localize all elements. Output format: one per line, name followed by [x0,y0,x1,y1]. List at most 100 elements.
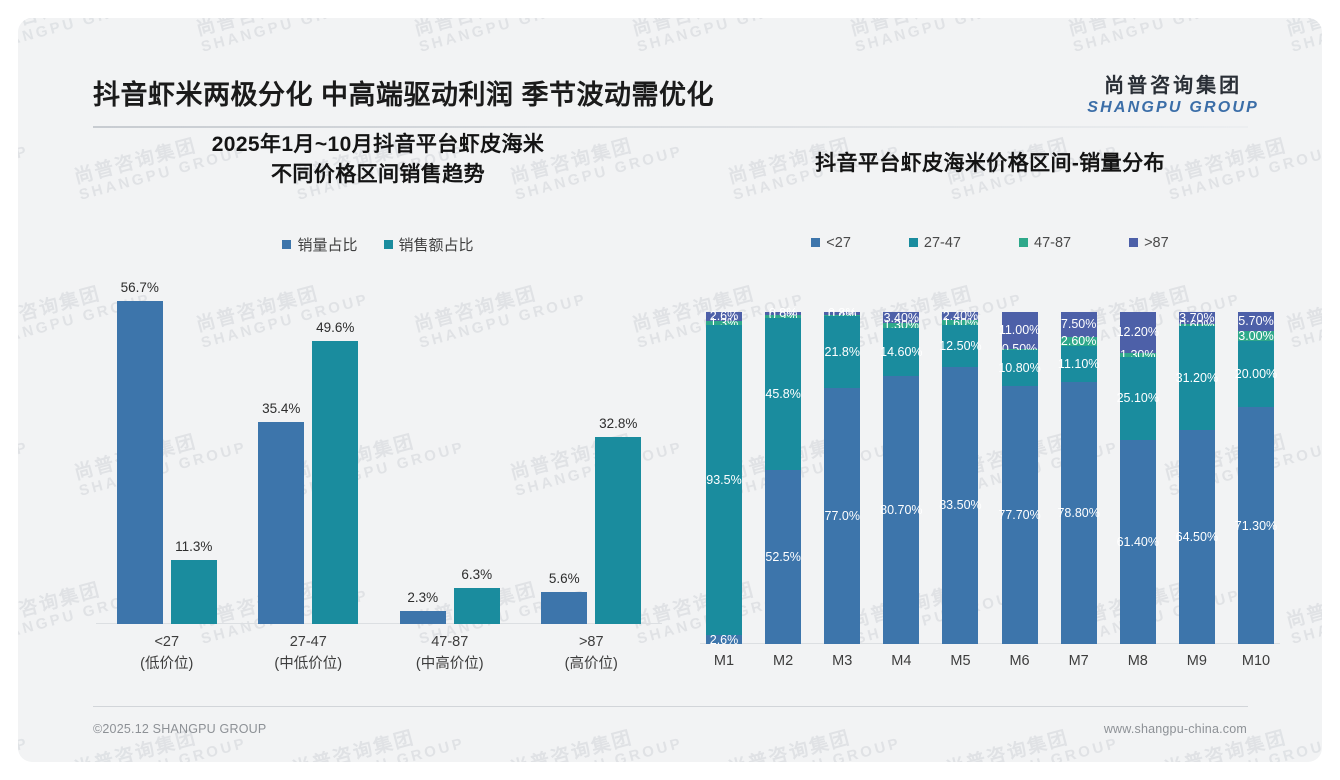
legend-item-1[interactable]: 27-47 [908,235,961,251]
stacked-segment[interactable]: 5.70% [1237,312,1274,331]
stacked-segment[interactable]: 3.00% [1237,330,1274,342]
stacked-bar-column[interactable]: 2.6% 1.3% 93.5% 2.6% [706,309,742,645]
bar-column[interactable]: 35.4% [258,282,305,624]
stacked-bar-column[interactable]: 11.00% 0.50% 10.80% 77.70% [998,312,1041,644]
legend-swatch-icon [811,238,821,248]
segment-value-label: 14.60% [880,344,923,359]
stacked-bar-column[interactable]: 3.70% 0.60% 31.20% 64.50% [1176,312,1218,644]
stacked-segment[interactable]: 45.8% [765,317,802,470]
left-chart-axis-line [96,623,662,624]
stacked-segment[interactable]: 10.80% [998,350,1041,387]
left-chart-x-axis: <27 (低价位) 27-47 (中低价位) 47-87 (中高价位) >87 (高价位) [96,626,662,682]
bar-column[interactable]: 6.3% [453,282,500,624]
stacked-segment[interactable]: 2.6% [706,309,742,324]
stacked-segment[interactable]: 2.40% [942,310,979,322]
bar-rect[interactable] [595,437,642,624]
bar-rect[interactable] [258,422,305,624]
stacked-bar-column[interactable]: 12.20% 1.30% 25.10% 61.40% [1116,312,1159,644]
stacked-segment[interactable]: 52.5% [765,469,802,644]
x-axis-tick-month: M2 [773,653,794,669]
legend-swatch-icon [1129,238,1139,248]
stacked-segment[interactable]: 3.40% [883,311,920,323]
segment-value-label: 11.10% [1057,356,1100,371]
stacked-segment[interactable]: 2.60% [1060,335,1097,347]
bar-rect[interactable] [453,588,500,624]
segment-value-label: 2.6% [709,309,739,324]
stacked-segment[interactable]: 83.50% [939,366,982,644]
legend-item-0[interactable]: <27 [811,235,851,251]
stacked-bar-column[interactable]: 0.8% 0.9% 45.8% 52.5% [765,307,802,644]
bar-column[interactable]: 2.3% [399,282,446,624]
panel-left-chart: 2025年1月~10月抖音平台虾皮海米 不同价格区间销售趋势 销量占比 销售额占比… [78,130,678,710]
x-axis-tick-month: M4 [891,653,912,669]
bar-rect[interactable] [170,560,217,624]
bar-value-label: 5.6% [548,571,580,586]
bar-value-label: 49.6% [316,320,355,335]
stacked-segment[interactable]: 7.50% [1060,312,1097,337]
stacked-segment[interactable]: 77.70% [998,386,1041,644]
bar-column[interactable]: 49.6% [312,282,359,624]
stacked-segment[interactable]: 11.00% [998,312,1041,349]
stacked-segment[interactable]: 61.40% [1117,440,1159,644]
bar-rect[interactable] [399,611,446,624]
bar-rect[interactable] [312,341,359,624]
segment-value-label: 78.80% [1057,505,1100,520]
stacked-segment[interactable]: 14.60% [880,327,923,377]
stacked-segment[interactable]: 71.30% [1235,407,1277,644]
stacked-segment[interactable]: 2.6% [706,633,742,645]
bar-value-label: 6.3% [461,567,493,582]
right-chart-x-axis: M1 M2 M3 M4 M5 M6 M7 M8 M9 M10 [700,646,1280,680]
stacked-segment[interactable]: 25.10% [1116,356,1159,441]
bar-rect[interactable] [541,592,588,624]
footer-website: www.shangpu-china.com [1103,722,1247,736]
x-axis-tick-month: M9 [1186,653,1207,669]
stacked-segment[interactable]: 21.8% [824,315,861,389]
stacked-segment[interactable]: 80.70% [880,376,923,644]
bar-rect[interactable] [116,301,163,624]
stacked-segment[interactable]: 77.0% [824,388,861,644]
legend-item-2[interactable]: 47-87 [1019,235,1071,251]
x-axis-tick-month: M5 [950,653,971,669]
x-tick-sublabel: (中高价位) [415,655,484,672]
segment-value-label: 45.8% [765,386,801,401]
bar-column[interactable]: 5.6% [541,282,588,624]
x-tick-range: 27-47 [289,634,327,650]
stacked-bar-column[interactable]: 5.70% 3.00% 20.00% 71.30% [1235,312,1277,644]
bar-column[interactable]: 56.7% [116,280,163,624]
stacked-segment[interactable]: 12.50% [939,325,982,367]
bar-column[interactable]: 11.3% [170,282,217,624]
stacked-bar-column[interactable]: 3.40% 1.30% 14.60% 80.70% [880,311,923,644]
legend-swatch-icon [1019,238,1028,248]
stacked-segment[interactable]: 20.00% [1235,340,1277,408]
stacked-segment[interactable]: 64.50% [1176,429,1218,644]
right-chart-plot: 2.6%1.3%93.5%2.6%0.8%0.9%45.8%52.5%0.8%0… [700,298,1280,680]
left-chart-title: 2025年1月~10月抖音平台虾皮海米 不同价格区间销售趋势 [78,130,678,190]
stacked-bar-column[interactable]: 2.40% 1.60% 12.50% 83.50% [939,310,982,644]
legend-item-0[interactable]: 销量占比 [282,234,358,255]
x-tick-sublabel: (低价位) [140,655,194,672]
segment-value-label: 25.10% [1116,391,1159,406]
legend-item-3[interactable]: >87 [1129,235,1169,251]
stacked-bar-column[interactable]: 7.50% 2.60% 11.10% 78.80% [1057,312,1100,644]
stacked-segment[interactable]: 12.20% [1116,312,1159,353]
stacked-segment[interactable]: 78.80% [1057,382,1100,644]
stacked-segment[interactable]: 3.70% [1178,312,1215,325]
stacked-segment[interactable]: 31.20% [1176,326,1218,430]
segment-value-label: 93.5% [706,472,742,487]
bar-column[interactable]: 32.8% [595,282,642,624]
page-title: 抖音虾米两极分化 中高端驱动利润 季节波动需优化 [93,80,715,110]
brand-logo-cn: 尚普咨询集团 [1104,75,1243,97]
stacked-segment[interactable]: 93.5% [706,324,742,636]
legend-item-1[interactable]: 销售额占比 [383,234,474,255]
segment-value-label: 11.00% [998,323,1041,337]
stacked-bar-column[interactable]: 0.8%0.4%21.8%77.0% [824,307,861,644]
stacked-segment[interactable]: 11.10% [1057,345,1100,383]
x-axis-tick: >87 (高价位) [526,626,656,682]
x-axis-tick-month: M8 [1127,653,1148,669]
segment-value-label: 10.80% [998,360,1041,375]
segment-value-label: 12.20% [1116,325,1159,339]
